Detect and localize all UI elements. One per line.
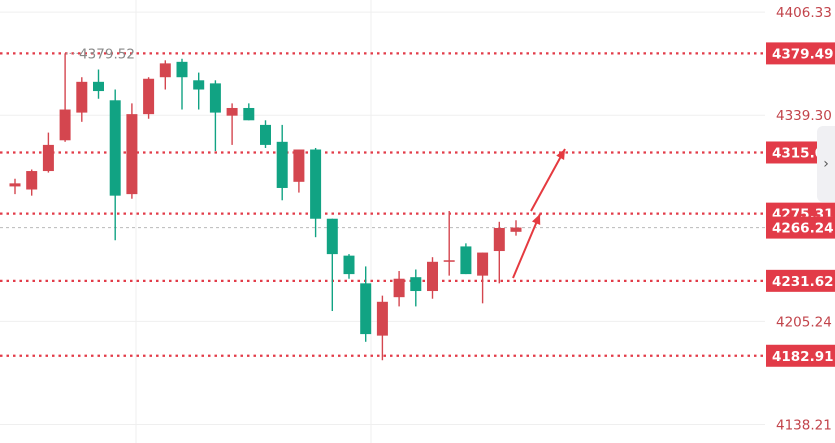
- candle-body: [93, 81, 104, 92]
- candle-body: [460, 246, 472, 275]
- candle-body: [26, 171, 38, 190]
- y-axis-tick-label: 4138.21: [776, 418, 832, 434]
- y-axis-tick-label: 4205.24: [776, 314, 832, 330]
- forecast-arrow-line: [530, 148, 566, 212]
- price-level-badge-bg: [766, 269, 835, 292]
- candle-body: [209, 83, 221, 113]
- price-level-badge: 4182.91: [772, 349, 834, 365]
- candle-body: [510, 227, 522, 232]
- candle-body: [310, 149, 322, 219]
- last-price-badge-bg: [766, 216, 835, 239]
- forecast-arrowhead: [556, 149, 565, 160]
- price-level-badge-bg: [766, 344, 835, 367]
- scroll-right-button[interactable]: ›: [817, 126, 835, 202]
- candle-body: [326, 218, 338, 255]
- candle-body: [126, 114, 138, 195]
- price-level-badge: 4379.49: [772, 46, 834, 62]
- candle-body: [59, 109, 71, 141]
- candle-body: [260, 124, 271, 145]
- candle-body: [393, 278, 405, 298]
- candle-body: [343, 255, 355, 275]
- candle-body: [276, 141, 288, 188]
- candle-body: [176, 61, 188, 78]
- candle-body: [493, 227, 505, 252]
- candle-body: [293, 149, 305, 182]
- candle-body: [427, 261, 438, 292]
- candle-body: [109, 100, 121, 196]
- high-marker-label: 4379.52: [79, 46, 135, 62]
- candle-body: [9, 183, 21, 187]
- candle-body: [360, 283, 372, 335]
- price-level-badge-bg: [766, 42, 835, 65]
- last-price-badge: 4266.24: [772, 221, 834, 237]
- candle-body: [159, 63, 171, 78]
- candle-body: [42, 144, 54, 172]
- candle-body: [477, 252, 489, 276]
- candle-body: [193, 80, 205, 90]
- forecast-arrowhead: [531, 214, 541, 225]
- candle-body: [243, 107, 255, 121]
- forecast-arrow-line: [512, 213, 541, 279]
- y-axis-tick-label: 4339.30: [776, 108, 832, 124]
- price-level-badge: 4231.62: [772, 274, 834, 290]
- y-axis-tick-label: 4406.33: [776, 5, 832, 21]
- candle-body: [443, 260, 455, 262]
- candle-body: [76, 81, 88, 113]
- candle-body: [410, 277, 422, 292]
- chevron-right-icon: ›: [823, 156, 829, 172]
- candle-body: [143, 78, 155, 115]
- candle-body: [226, 107, 238, 116]
- candle-body: [376, 301, 388, 336]
